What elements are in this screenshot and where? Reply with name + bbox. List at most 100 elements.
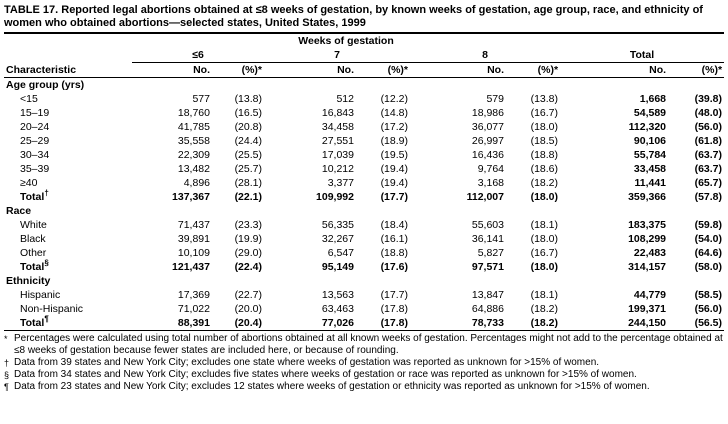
cell: (58.0): [694, 261, 723, 273]
cell: 71,022: [177, 303, 210, 315]
cell: 77,026: [264, 316, 356, 331]
header-cell: [4, 48, 132, 63]
cell: 90,106: [633, 135, 667, 147]
cell: 13,482: [177, 163, 210, 175]
total-label: Total: [20, 261, 45, 273]
cell: (56.5): [668, 316, 725, 331]
cell: 17,039: [321, 149, 354, 161]
cell: 64,886: [471, 303, 504, 315]
cell: 314,157: [628, 261, 667, 273]
cell: (28.1): [234, 177, 262, 189]
cell: (20.0): [234, 303, 262, 315]
section-row: Ethnicity: [4, 274, 724, 288]
cell: 1,668: [639, 93, 667, 105]
cell: (18.4): [380, 219, 408, 231]
cell: (22.4): [234, 261, 262, 273]
cell: 63,463: [321, 303, 354, 315]
header-row: Characteristic No. (%)* No. (%)* No. (%)* No. (%…: [4, 62, 725, 78]
header-row: ≤6 7 8 Total: [4, 48, 725, 63]
footnote: § Data from 34 states and New York City; …: [4, 369, 724, 381]
footnote-text: Data from 23 states and New York City; e…: [14, 381, 650, 392]
cell: 18,760: [177, 107, 210, 119]
cell: (17.2): [380, 121, 408, 133]
cell: (20.8): [234, 121, 262, 133]
row-label: 35–39: [20, 163, 50, 175]
cell: 577: [192, 93, 210, 105]
cell: (16.1): [380, 233, 408, 245]
cell: 95,149: [321, 261, 354, 273]
footnote-text: Data from 34 states and New York City; e…: [14, 369, 637, 380]
cell: (19.5): [380, 149, 408, 161]
cell: 5,827: [477, 247, 504, 259]
cell: (63.7): [694, 149, 723, 161]
cell: 4,896: [183, 177, 210, 189]
cell: 97,571: [471, 261, 504, 273]
cell: (16.5): [234, 107, 262, 119]
cell: 44,779: [633, 289, 667, 301]
cell: (17.8): [380, 303, 408, 315]
row-label: White: [20, 219, 47, 231]
cell: (17.7): [380, 191, 408, 203]
cell: (18.2): [506, 316, 561, 331]
column-header: (%)*: [212, 62, 264, 78]
cell: 10,212: [321, 163, 354, 175]
cell: (56.0): [694, 303, 723, 315]
row-label: Total§: [4, 258, 132, 274]
header-row: Weeks of gestation: [4, 33, 725, 48]
cell: (18.2): [530, 303, 559, 315]
footnote: † Data from 39 states and New York City; …: [4, 357, 724, 369]
cell: 244,150: [560, 316, 669, 331]
cell: 183,375: [628, 219, 667, 231]
cell: (57.8): [694, 191, 723, 203]
cell: (48.0): [694, 107, 723, 119]
table-header: Weeks of gestation ≤6 7 8 Total Characteristi…: [4, 33, 725, 78]
footnote-symbol: †: [4, 358, 10, 368]
cell: (13.8): [234, 93, 262, 105]
cell: 9,764: [477, 163, 504, 175]
footnote-symbol: ¶: [4, 382, 9, 392]
table-body: Age group (yrs) <15 577 (13.8) 512 (12.2) 579 (…: [4, 78, 725, 331]
data-table: Weeks of gestation ≤6 7 8 Total Characteristi…: [4, 32, 725, 331]
note-mark: §: [44, 258, 49, 268]
total-label: Total: [20, 191, 45, 203]
row-label: Non-Hispanic: [20, 303, 84, 315]
note-mark: †: [44, 188, 49, 198]
row-label: Hispanic: [20, 289, 61, 301]
row: 25–29 35,558 (24.4) 27,551 (18.9) 26,997 (18.5…: [4, 134, 724, 148]
cell: 55,603: [471, 219, 504, 231]
row: 30–34 22,309 (25.5) 17,039 (19.5) 16,436 (18.8…: [4, 148, 724, 162]
cell: (19.4): [380, 177, 408, 189]
cell: 109,992: [316, 191, 354, 203]
column-header: No.: [560, 62, 669, 78]
cell: 35,558: [177, 135, 210, 147]
row-label: Total¶: [4, 315, 132, 331]
cell: 39,891: [177, 233, 210, 245]
row-label: Total†: [4, 188, 132, 204]
header-cell: [4, 33, 132, 48]
cell: 18,986: [471, 107, 504, 119]
cell: 88,391: [132, 316, 212, 331]
cell: (18.0): [530, 261, 559, 273]
cell: (17.7): [380, 289, 408, 301]
cell: 137,367: [172, 191, 210, 203]
section-heading: Ethnicity: [6, 275, 51, 287]
column-header: No.: [410, 62, 506, 78]
cell: 54,589: [633, 107, 667, 119]
row: Other 10,109 (29.0) 6,547 (18.8) 5,827 (16.7) 2…: [4, 246, 724, 260]
cell: (13.8): [530, 93, 559, 105]
cell: 112,320: [628, 121, 667, 133]
total-row: Total† 137,367 (22.1) 109,992 (17.7) 112,007 (…: [4, 188, 724, 204]
header-cell: [560, 33, 724, 48]
row: ≥40 4,896 (28.1) 3,377 (19.4) 3,168 (18.2) 11,4…: [4, 176, 724, 190]
cell: (56.0): [694, 121, 723, 133]
footnote: ¶ Data from 23 states and New York City; …: [4, 381, 724, 393]
document: TABLE 17. Reported legal abortions obtai…: [4, 4, 725, 393]
group-header: ≤6: [132, 48, 264, 63]
section-row: Age group (yrs): [4, 78, 724, 93]
cell: 579: [486, 93, 504, 105]
footnotes: * Percentages were calculated using total…: [4, 333, 724, 393]
column-header: (%)*: [506, 62, 561, 78]
cell: (19.4): [380, 163, 408, 175]
row-label: 30–34: [20, 149, 50, 161]
cell: (12.2): [380, 93, 408, 105]
